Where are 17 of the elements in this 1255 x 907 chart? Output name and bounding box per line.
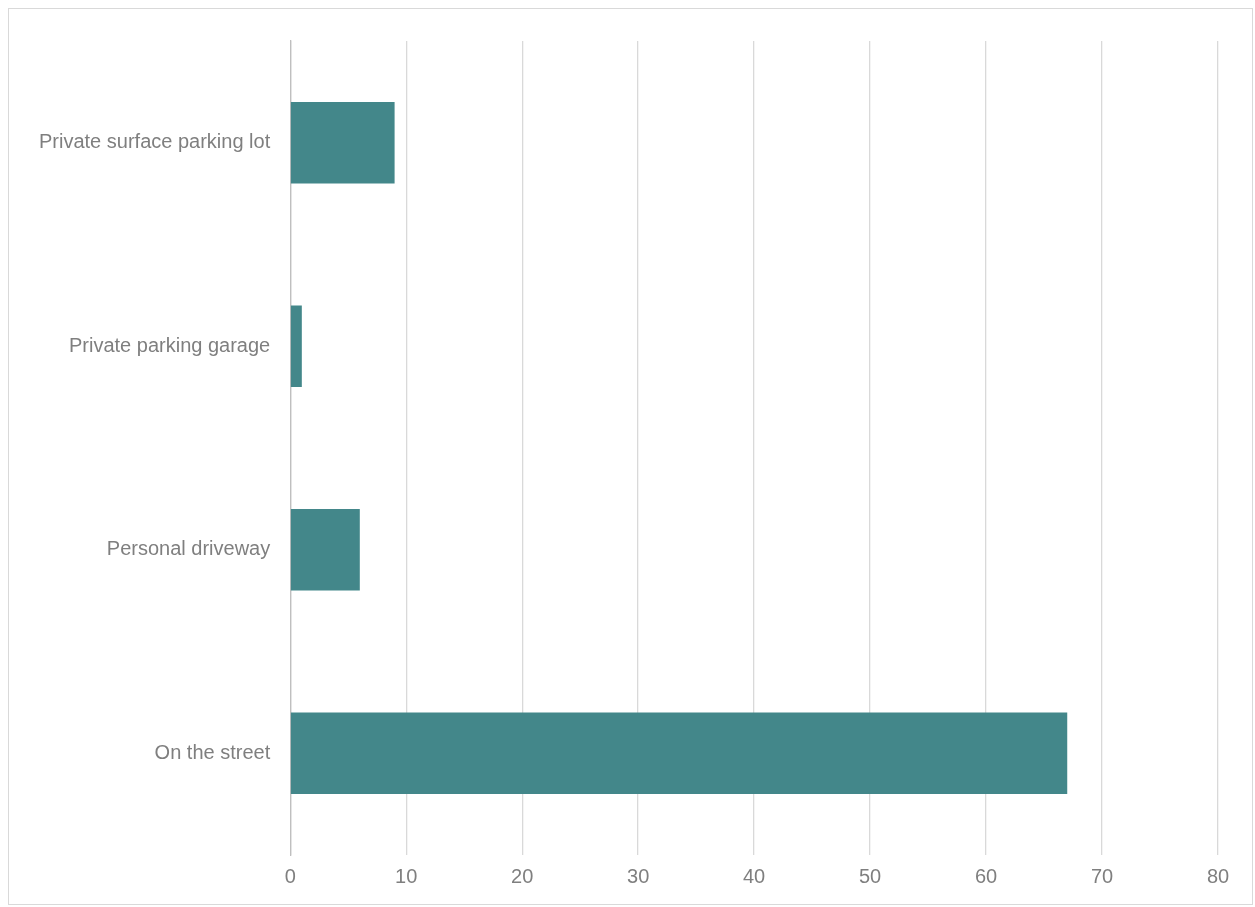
x-tick-label: 80	[1206, 864, 1230, 887]
x-tick-label: 30	[627, 864, 650, 887]
x-tick-label: 70	[1090, 864, 1114, 887]
x-tick-label: 50	[858, 864, 882, 887]
bar	[290, 305, 302, 387]
x-tick-label: 20	[511, 864, 534, 887]
x-tick-label: 0	[284, 864, 296, 887]
y-tick-label: Private surface parking lot	[38, 130, 271, 153]
y-tick-label: On the street	[154, 740, 271, 763]
bar	[290, 102, 395, 184]
bar	[290, 712, 1068, 794]
x-tick-label: 10	[395, 864, 418, 887]
bar	[290, 509, 360, 591]
y-tick-label: Private parking garage	[68, 333, 271, 356]
x-tick-label: 60	[974, 864, 998, 887]
x-tick-label: 40	[742, 864, 766, 887]
y-tick-label: Personal driveway	[106, 537, 271, 560]
